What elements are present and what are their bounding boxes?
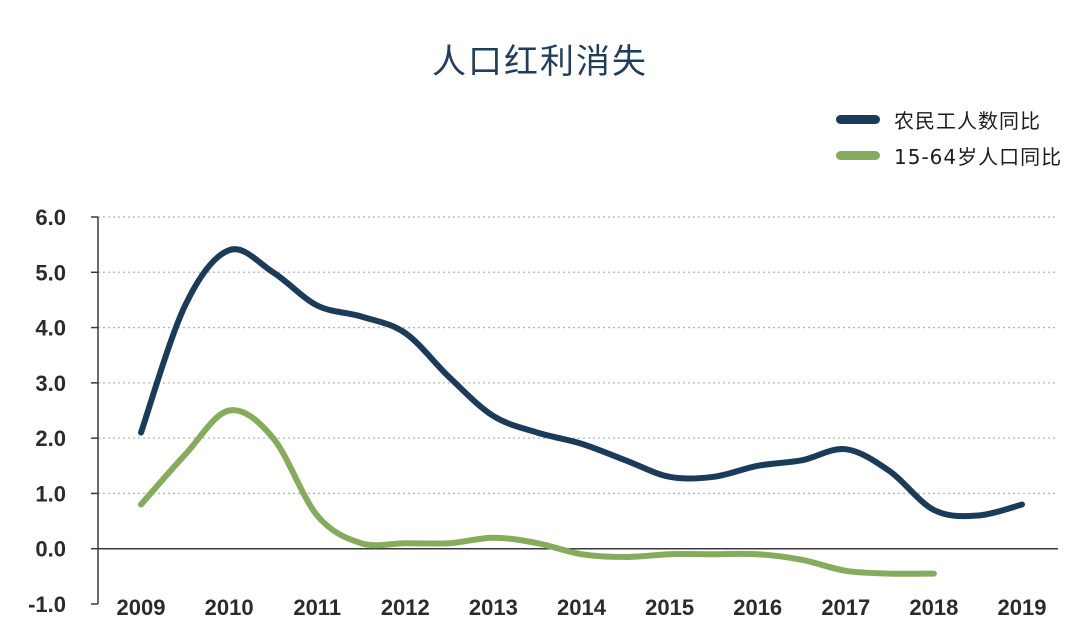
x-tick-label: 2013 [469,595,518,620]
y-tick-labels: 6.0 5.0 4.0 3.0 2.0 1.0 0.0 -1.0 [28,205,66,617]
gridlines [98,216,1058,550]
legend-label-migrant-workers: 农民工人数同比 [894,108,1041,133]
x-tick-label: 2009 [117,595,166,620]
chart-title: 人口红利消失 [432,42,648,82]
x-tick-label: 2010 [205,595,254,620]
x-tick-labels: 2009 2010 2011 2012 2013 2014 2015 2016 2017 2018… [117,595,1047,620]
x-tick-label: 2018 [909,595,958,620]
series-line-working-age-population [138,407,937,577]
y-tick-label: 0.0 [35,537,66,562]
legend-item-migrant-workers: 农民工人数同比 [836,104,1041,134]
series-lines [138,246,1025,577]
x-tick-label: 2012 [381,595,430,620]
x-tick-label: 2019 [998,595,1047,620]
legend-swatch-migrant-workers [836,114,880,124]
y-tick-label: 4.0 [35,316,66,341]
legend-label-working-age-population: 15-64岁人口同比 [894,144,1063,169]
x-tick-label: 2011 [293,595,341,620]
y-tick-label: 2.0 [35,426,66,451]
series-line-migrant-workers [138,246,1025,520]
y-tick-label: 5.0 [35,260,66,285]
y-tick-label: 6.0 [35,205,66,230]
x-tick-label: 2014 [557,595,607,620]
x-tick-label: 2017 [821,595,870,620]
y-tick-label: 1.0 [35,481,66,506]
y-tick-label: 3.0 [35,371,66,396]
legend-swatch-working-age-population [836,150,880,160]
x-tick-label: 2015 [645,595,694,620]
legend-item-working-age-population: 15-64岁人口同比 [836,140,1062,170]
x-tick-label: 2016 [733,595,782,620]
axes [91,216,1058,605]
y-tick-label: -1.0 [28,592,66,617]
